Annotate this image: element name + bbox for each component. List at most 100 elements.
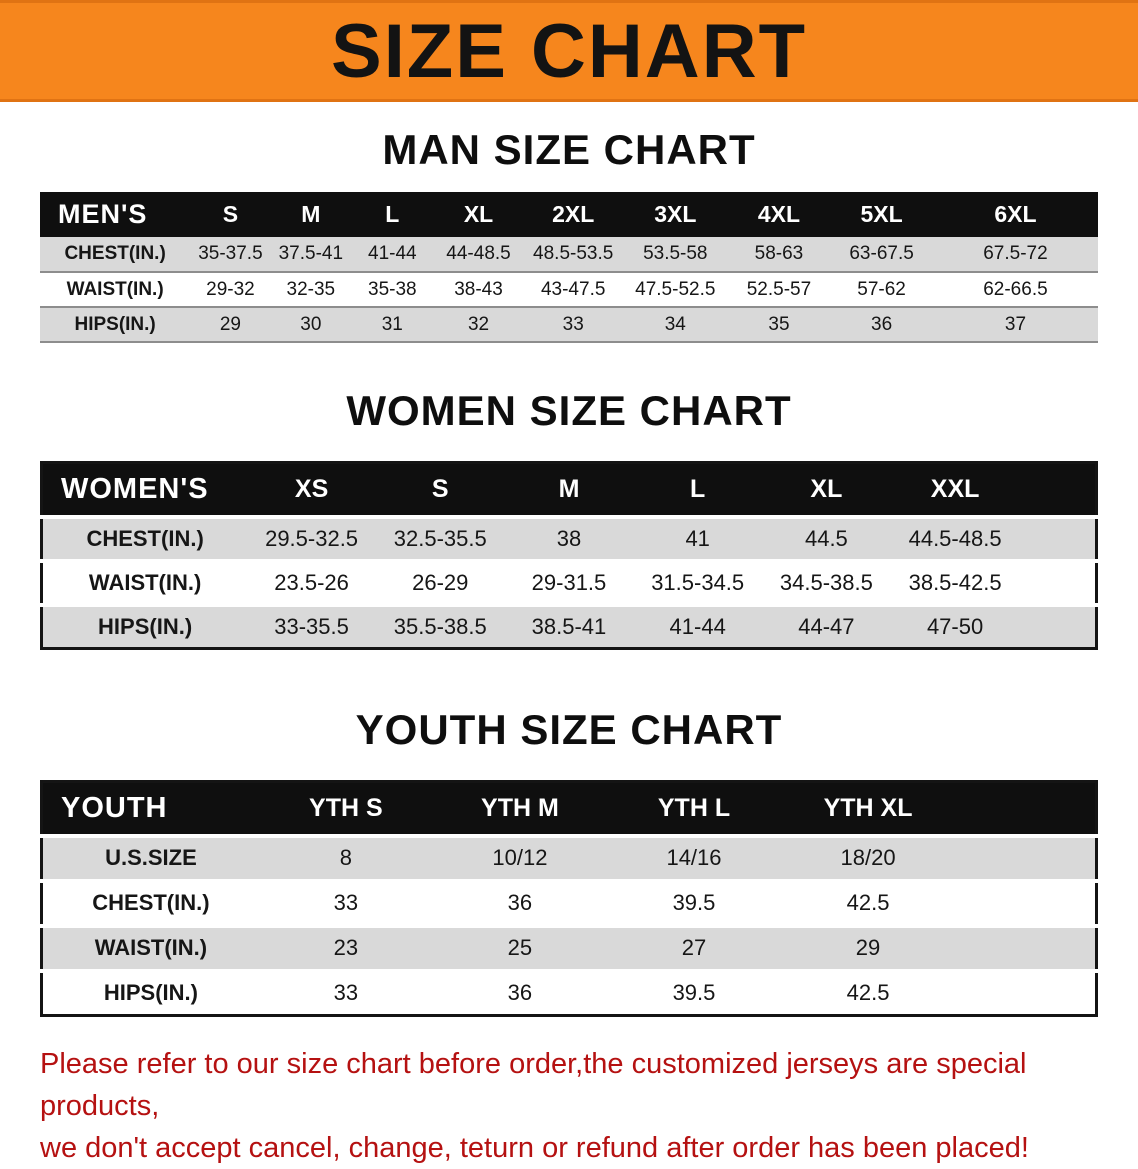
data-cell: 29-31.5	[504, 560, 634, 607]
data-cell: 31.5-34.5	[633, 560, 763, 607]
women-section: WOMEN SIZE CHART WOMEN'S XS S M L XL XXL…	[0, 387, 1138, 650]
data-cell: 10/12	[432, 835, 607, 883]
header-cell: MEN'S	[40, 192, 191, 237]
spacer-cell	[1019, 462, 1097, 519]
disclaimer-note: Please refer to our size chart before or…	[40, 1043, 1098, 1169]
youth-size-table: YOUTH YTH S YTH M YTH L YTH XL U.S.SIZE …	[40, 780, 1098, 1017]
table-row: WAIST(IN.) 29-32 32-35 35-38 38-43 43-47…	[40, 272, 1098, 308]
row-label-cell: WAIST(IN.)	[41, 560, 248, 607]
data-cell: 33	[523, 307, 623, 343]
data-cell: 52.5-57	[727, 272, 831, 308]
data-cell: 32.5-35.5	[375, 516, 505, 563]
header-cell: WOMEN'S	[41, 462, 248, 519]
data-cell: 35-37.5	[190, 237, 271, 273]
women-header-row: WOMEN'S XS S M L XL XXL	[41, 462, 1097, 519]
men-header-row: MEN'S S M L XL 2XL 3XL 4XL 5XL 6XL	[40, 192, 1098, 237]
data-cell: 36	[830, 307, 933, 343]
data-cell: 34.5-38.5	[762, 560, 891, 607]
data-cell: 35-38	[351, 272, 434, 308]
spacer-cell	[1019, 604, 1097, 649]
data-cell: 47.5-52.5	[622, 272, 728, 308]
data-cell: 14/16	[606, 835, 782, 883]
data-cell: 35.5-38.5	[375, 604, 505, 649]
row-label-cell: CHEST(IN.)	[41, 880, 259, 928]
disclaimer-line-2: we don't accept cancel, change, teturn o…	[40, 1132, 1029, 1165]
data-cell: 42.5	[781, 880, 956, 928]
data-cell: 41-44	[351, 237, 434, 273]
data-cell: 67.5-72	[932, 237, 1098, 273]
women-size-chart-heading: WOMEN SIZE CHART	[346, 387, 792, 434]
spacer-cell	[955, 880, 1097, 928]
data-cell: 38.5-41	[504, 604, 634, 649]
header-cell: S	[375, 462, 505, 519]
header-cell: YTH S	[258, 781, 433, 838]
data-cell: 36	[432, 880, 607, 928]
data-cell: 37	[932, 307, 1098, 343]
row-label-cell: HIPS(IN.)	[41, 604, 248, 649]
data-cell: 63-67.5	[830, 237, 933, 273]
data-cell: 38-43	[433, 272, 524, 308]
table-row: CHEST(IN.) 33 36 39.5 42.5	[41, 880, 1097, 928]
data-cell: 33	[258, 970, 433, 1016]
header-cell: L	[351, 192, 434, 237]
data-cell: 25	[432, 925, 607, 973]
women-size-table: WOMEN'S XS S M L XL XXL CHEST(IN.) 29.5-…	[40, 461, 1098, 650]
row-label-cell: WAIST(IN.)	[40, 272, 191, 308]
size-chart-banner: SIZE CHART	[0, 0, 1138, 102]
row-label-cell: CHEST(IN.)	[40, 237, 191, 273]
table-row: HIPS(IN.) 33-35.5 35.5-38.5 38.5-41 41-4…	[41, 604, 1097, 649]
header-cell: YTH L	[606, 781, 782, 838]
data-cell: 41	[633, 516, 763, 563]
data-cell: 33-35.5	[247, 604, 376, 649]
data-cell: 39.5	[606, 880, 782, 928]
table-row: HIPS(IN.) 29 30 31 32 33 34 35 36 37	[40, 307, 1098, 343]
data-cell: 44-47	[762, 604, 891, 649]
header-cell: 5XL	[830, 192, 933, 237]
row-label-cell: HIPS(IN.)	[40, 307, 191, 343]
row-label-cell: HIPS(IN.)	[41, 970, 259, 1016]
men-section: MAN SIZE CHART MEN'S S M L XL 2XL 3XL 4X…	[0, 126, 1138, 343]
data-cell: 47-50	[890, 604, 1020, 649]
header-cell: XL	[433, 192, 524, 237]
data-cell: 18/20	[781, 835, 956, 883]
table-row: WAIST(IN.) 23 25 27 29	[41, 925, 1097, 973]
data-cell: 29	[781, 925, 956, 973]
data-cell: 44.5	[762, 516, 891, 563]
spacer-cell	[1019, 516, 1097, 563]
youth-header-row: YOUTH YTH S YTH M YTH L YTH XL	[41, 781, 1097, 838]
data-cell: 48.5-53.5	[523, 237, 623, 273]
data-cell: 26-29	[375, 560, 505, 607]
data-cell: 53.5-58	[622, 237, 728, 273]
data-cell: 29	[190, 307, 271, 343]
row-label-cell: WAIST(IN.)	[41, 925, 259, 973]
data-cell: 44-48.5	[433, 237, 524, 273]
data-cell: 62-66.5	[932, 272, 1098, 308]
row-label-cell: CHEST(IN.)	[41, 516, 248, 563]
banner-title: SIZE CHART	[331, 8, 807, 94]
table-row: WAIST(IN.) 23.5-26 26-29 29-31.5 31.5-34…	[41, 560, 1097, 607]
header-cell: XS	[247, 462, 376, 519]
header-cell: M	[504, 462, 634, 519]
data-cell: 29-32	[190, 272, 271, 308]
header-cell: XXL	[890, 462, 1020, 519]
spacer-cell	[955, 781, 1097, 838]
spacer-cell	[1019, 560, 1097, 607]
data-cell: 44.5-48.5	[890, 516, 1020, 563]
header-cell: S	[190, 192, 271, 237]
data-cell: 36	[432, 970, 607, 1016]
data-cell: 23.5-26	[247, 560, 376, 607]
man-size-chart-heading: MAN SIZE CHART	[382, 126, 756, 173]
data-cell: 30	[270, 307, 352, 343]
data-cell: 27	[606, 925, 782, 973]
table-row: HIPS(IN.) 33 36 39.5 42.5	[41, 970, 1097, 1016]
data-cell: 23	[258, 925, 433, 973]
data-cell: 38	[504, 516, 634, 563]
data-cell: 41-44	[633, 604, 763, 649]
data-cell: 39.5	[606, 970, 782, 1016]
data-cell: 35	[727, 307, 831, 343]
table-row: U.S.SIZE 8 10/12 14/16 18/20	[41, 835, 1097, 883]
header-cell: 6XL	[932, 192, 1098, 237]
spacer-cell	[955, 835, 1097, 883]
youth-section: YOUTH SIZE CHART YOUTH YTH S YTH M YTH L…	[0, 706, 1138, 1017]
spacer-cell	[955, 925, 1097, 973]
